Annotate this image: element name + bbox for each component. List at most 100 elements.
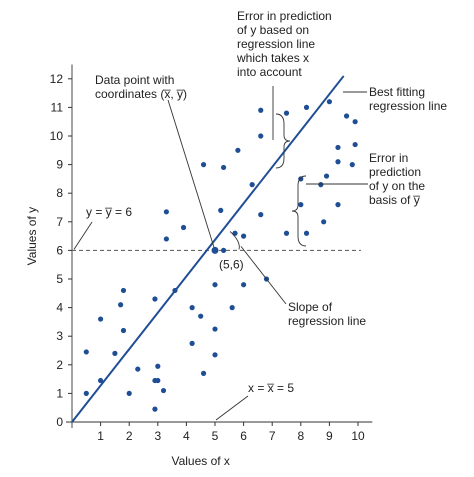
x-tick-label: 7 xyxy=(269,429,276,443)
data-point xyxy=(318,182,324,188)
data-point xyxy=(249,182,255,188)
x-tick-label: 3 xyxy=(154,429,161,443)
annotation-line: of y on the xyxy=(369,179,425,193)
x-mean-label: x = x̅ = 5 xyxy=(248,381,294,395)
x-mean-pointer xyxy=(215,395,249,421)
annotation-line: coordinates (x̅, y̅) xyxy=(95,87,187,101)
data-point xyxy=(155,363,161,369)
data-point xyxy=(303,230,310,236)
annotation-line: Best fitting xyxy=(369,85,425,99)
data-point xyxy=(326,99,332,105)
data-point xyxy=(220,164,227,171)
x-tick-label: 9 xyxy=(326,429,333,443)
annotation-line: of y based on xyxy=(237,23,309,37)
data-point xyxy=(241,233,247,239)
slope-pointer xyxy=(240,246,287,305)
y-tick-label: 3 xyxy=(56,329,63,343)
y-mean-label: y = y̅ = 6 xyxy=(86,205,132,219)
axes xyxy=(66,64,373,428)
data-point xyxy=(172,287,178,294)
x-tick-label: 4 xyxy=(183,429,190,443)
data-point xyxy=(189,305,195,311)
data-points xyxy=(83,99,358,412)
y-tick-label: 2 xyxy=(56,358,63,372)
data-point xyxy=(152,406,158,412)
data-point xyxy=(283,230,290,236)
x-tick-label: 2 xyxy=(126,429,133,443)
annotation-line: Error in prediction xyxy=(237,9,332,23)
x-axis-label: Values of x xyxy=(171,454,229,468)
data-point xyxy=(258,212,264,218)
annotation-line: regression line xyxy=(369,99,447,113)
data-point xyxy=(298,202,304,208)
annotation-line: prediction xyxy=(369,165,421,179)
data-point xyxy=(229,305,235,311)
data-point xyxy=(163,209,169,215)
mean-point-label: (5,6) xyxy=(219,257,244,271)
data-point xyxy=(352,141,358,148)
data-point xyxy=(198,313,204,319)
data-point xyxy=(335,144,341,151)
data-point xyxy=(241,282,247,288)
data-point xyxy=(212,282,218,288)
y-tick-label: 7 xyxy=(56,215,63,229)
y-tick-label: 0 xyxy=(56,415,63,429)
regression-line xyxy=(71,75,345,423)
data-point xyxy=(352,119,358,125)
data-point xyxy=(212,326,218,332)
data-point xyxy=(120,327,127,334)
x-tick-label: 8 xyxy=(297,429,304,443)
x-tick-label: 6 xyxy=(240,429,247,443)
data-point xyxy=(200,370,207,376)
annotation-line: regression line xyxy=(237,37,315,51)
y-tick-label: 5 xyxy=(56,272,63,286)
data-point xyxy=(83,390,89,396)
data-point xyxy=(135,366,141,372)
error-top-bracket xyxy=(275,113,291,169)
y-mean-pointer xyxy=(73,221,93,250)
data-point xyxy=(126,390,132,396)
data-point xyxy=(321,219,327,225)
annotation-line: Error in xyxy=(369,151,408,165)
data-point xyxy=(155,377,161,384)
x-tick-label: 1 xyxy=(97,429,104,443)
data-point xyxy=(335,202,341,208)
data-point xyxy=(189,340,195,346)
annotation-line: basis of y̅ xyxy=(369,193,421,207)
data-point xyxy=(258,133,264,139)
data-point-pointer xyxy=(167,99,215,248)
data-point xyxy=(98,377,104,384)
data-point xyxy=(200,162,207,168)
data-point xyxy=(180,224,187,231)
data-point xyxy=(335,159,341,165)
y-axis-label: Values of y xyxy=(25,207,39,265)
y-tick-label: 1 xyxy=(56,386,63,400)
annotation-line: which takes x xyxy=(236,51,309,65)
annotation-line: regression line xyxy=(288,314,366,328)
data-point xyxy=(118,302,124,308)
y-tick-label: 4 xyxy=(56,301,63,315)
annotation-line: into account xyxy=(237,65,302,79)
data-point xyxy=(235,147,241,153)
mean-point xyxy=(211,246,219,254)
data-point xyxy=(323,173,330,179)
y-tick-label: 9 xyxy=(56,158,63,172)
data-point xyxy=(212,352,218,358)
y-tick-label: 6 xyxy=(56,243,63,257)
x-tick-label: 5 xyxy=(212,429,219,443)
data-point xyxy=(120,287,127,294)
data-point xyxy=(218,207,224,213)
data-point xyxy=(303,104,310,110)
data-point xyxy=(258,107,264,113)
data-point xyxy=(343,113,350,119)
data-point xyxy=(152,296,158,302)
data-point xyxy=(283,110,290,116)
y-tick-label: 12 xyxy=(50,72,64,86)
error-right-bracket xyxy=(291,175,307,247)
